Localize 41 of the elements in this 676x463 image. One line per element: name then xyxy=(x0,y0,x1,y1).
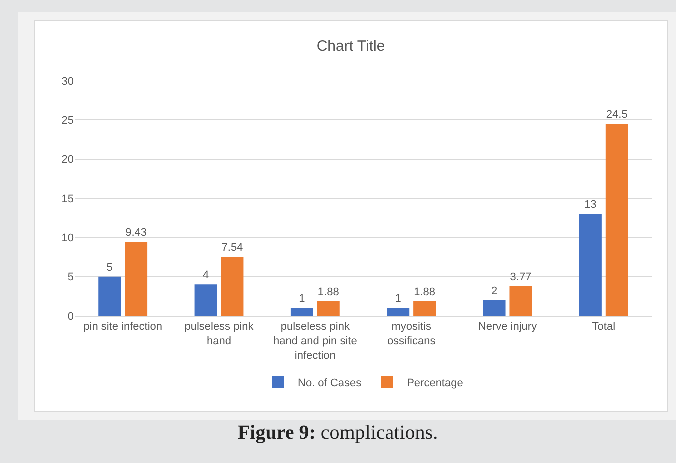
caption: Figure 9: complications. xyxy=(238,422,438,444)
legend-label: No. of Cases xyxy=(298,377,362,390)
data-label: 24.5 xyxy=(606,109,628,122)
bar xyxy=(125,242,148,316)
bar xyxy=(317,301,340,316)
data-label: 1 xyxy=(395,293,402,306)
y-tick-label: 20 xyxy=(62,154,74,166)
data-label: 7.54 xyxy=(222,242,244,254)
bar xyxy=(579,214,602,316)
bar xyxy=(510,286,532,316)
x-tick-label: Total xyxy=(592,321,616,334)
y-tick-label: 30 xyxy=(62,76,74,88)
data-label: 1 xyxy=(299,293,306,306)
data-label: 1.88 xyxy=(414,286,436,298)
data-label: 2 xyxy=(491,285,498,298)
x-tick-label: myositis ossificans xyxy=(387,321,436,348)
bar xyxy=(387,308,410,316)
data-label: 13 xyxy=(584,199,597,212)
bar xyxy=(483,300,506,316)
y-tick-label: 15 xyxy=(62,193,74,206)
bar xyxy=(606,124,628,316)
y-tick-label: 10 xyxy=(62,232,74,245)
x-tick-label: pulseless pink hand xyxy=(184,321,254,348)
bar xyxy=(221,256,244,316)
data-label: 9.43 xyxy=(126,227,148,240)
bar xyxy=(98,276,122,316)
y-tick-label: 25 xyxy=(62,115,74,128)
chart-title: Chart Title xyxy=(316,38,386,55)
data-label: 3.77 xyxy=(510,271,532,284)
legend-label: Percentage xyxy=(407,377,464,390)
bar xyxy=(194,284,218,316)
y-tick-label: 0 xyxy=(68,310,74,323)
data-label: 1.88 xyxy=(318,286,340,298)
data-label: 4 xyxy=(202,270,210,282)
x-tick-label: Nerve injury xyxy=(478,321,538,334)
x-tick-label: pulseless pink hand and pin site infection xyxy=(274,321,358,362)
x-tick-label: pin site infection xyxy=(84,321,163,334)
y-tick-label: 5 xyxy=(68,272,74,284)
data-label: 5 xyxy=(106,262,113,274)
bar xyxy=(414,301,436,316)
bar xyxy=(290,308,314,316)
